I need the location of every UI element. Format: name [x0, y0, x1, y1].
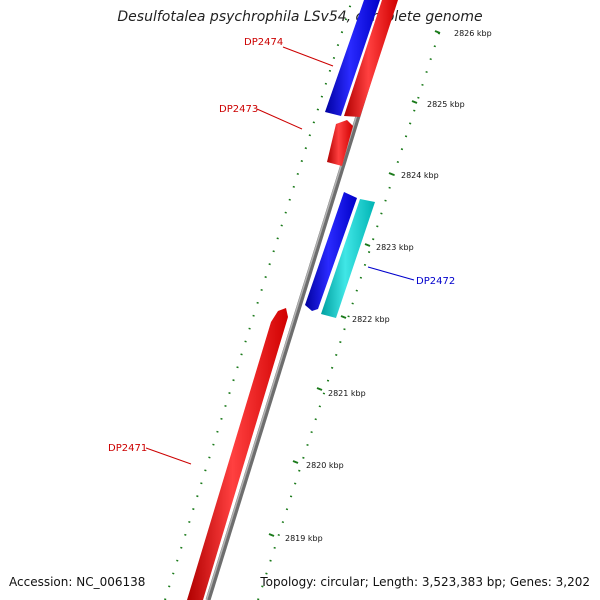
gene-label-dp2471: DP2471: [108, 443, 147, 454]
gene-label-dp2473: DP2473: [219, 104, 258, 115]
kbp-label: 2820 kbp: [306, 461, 344, 470]
kbp-label: 2825 kbp: [427, 100, 465, 109]
genome-summary-text: Topology: circular; Length: 3,523,383 bp…: [260, 575, 590, 589]
kbp-label: 2826 kbp: [454, 29, 492, 38]
gene-dp2471[interactable]: [187, 308, 288, 600]
gene-leader-lines: [145, 46, 415, 465]
gene-dp2473[interactable]: [327, 120, 353, 166]
gene-blue-middle[interactable]: [305, 192, 357, 311]
gene-label-dp2474: DP2474: [244, 37, 283, 48]
gene-dp2474[interactable]: [344, 0, 398, 117]
accession-text: Accession: NC_006138: [9, 575, 146, 589]
kbp-label: 2822 kbp: [352, 315, 390, 324]
gene-dp2474-upper[interactable]: [325, 0, 380, 116]
kbp-label: 2819 kbp: [285, 534, 323, 543]
kbp-label: 2821 kbp: [328, 389, 366, 398]
inner-tick-ring: [164, 0, 353, 600]
kbp-label: 2824 kbp: [401, 171, 439, 180]
gene-label-dp2472: DP2472: [416, 276, 455, 287]
gene-dp2472[interactable]: [321, 199, 375, 318]
kbp-label: 2823 kbp: [376, 243, 414, 252]
gene-labels: DP2474 DP2473 DP2472 DP2471: [108, 37, 455, 454]
major-ticks: [268, 30, 441, 537]
kbp-labels: 2826 kbp 2825 kbp 2824 kbp 2823 kbp 2822…: [285, 29, 492, 543]
